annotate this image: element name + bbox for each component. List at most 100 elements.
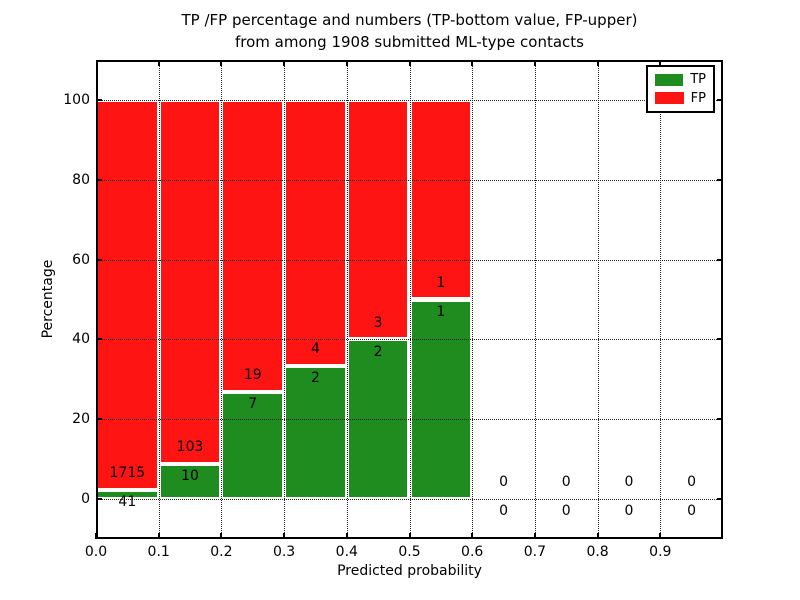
- bar-segment-fp: [409, 99, 473, 300]
- y-tick-label: 0: [81, 491, 90, 508]
- y-tick: [96, 498, 102, 501]
- x-tick: [659, 533, 662, 539]
- y-tick: [96, 258, 102, 261]
- gridline-h: [96, 179, 723, 181]
- x-tick-label: 0.5: [398, 544, 421, 560]
- y-tick-label: 40: [72, 331, 90, 348]
- y-tick-right: [717, 258, 723, 261]
- bar-count-label-tp: 0: [499, 503, 508, 520]
- bar-count-label-fp: 0: [499, 474, 508, 491]
- gridline-h: [96, 419, 723, 421]
- bar-count-label-tp: 7: [248, 395, 258, 412]
- x-tick: [596, 533, 599, 539]
- bar-count-label-tp: 2: [310, 370, 320, 387]
- bar-count-label-fp: 103: [176, 438, 204, 455]
- x-tick-label: 0.9: [649, 544, 672, 560]
- gridline-v: [660, 60, 662, 539]
- y-tick-right: [717, 98, 723, 101]
- chart-title-line2: from among 1908 submitted ML-type contac…: [235, 33, 584, 51]
- y-axis-label: Percentage: [40, 259, 56, 339]
- gridline-v: [597, 60, 599, 539]
- y-tick: [96, 178, 102, 181]
- x-tick-top: [471, 60, 474, 66]
- chart-title: TP /FP percentage and numbers (TP-bottom…: [96, 9, 723, 53]
- bar-segment-tp: [158, 463, 222, 500]
- y-tick-label: 100: [63, 91, 90, 108]
- plot-area: 1715 41 103 10 19 7 4 2 3 2 1 1 0 0 0 0 0 0 0 0: [95, 60, 723, 539]
- x-tick-top: [283, 60, 286, 66]
- legend-item-tp: TP: [655, 72, 706, 87]
- x-tick-top: [408, 60, 411, 66]
- x-tick-top: [596, 60, 599, 66]
- bar-segment-tp: [409, 299, 473, 500]
- y-tick-label: 60: [72, 251, 90, 268]
- y-tick-right: [717, 498, 723, 501]
- gridline-v: [221, 60, 223, 539]
- x-tick-label: 0.2: [210, 544, 233, 560]
- bar-segment-fp: [158, 99, 222, 464]
- y-tick: [96, 418, 102, 421]
- legend: TP FP: [646, 65, 715, 113]
- gridline-v: [409, 60, 411, 539]
- x-tick: [471, 533, 474, 539]
- bar-segment-tp: [284, 366, 347, 500]
- legend-label-fp: FP: [690, 90, 706, 106]
- legend-label-tp: TP: [690, 72, 706, 88]
- bar-count-label-fp: 1715: [109, 464, 146, 481]
- x-tick-label: 0.0: [84, 544, 108, 560]
- gridline-h: [96, 339, 723, 341]
- bar-segment-fp: [221, 99, 285, 392]
- bar-segment-fp: [284, 99, 347, 367]
- bar-count-label-tp: 0: [687, 503, 697, 520]
- bar-count-label-fp: 19: [243, 366, 262, 383]
- x-tick-label: 0.3: [272, 544, 296, 560]
- y-tick: [96, 338, 102, 341]
- x-tick-top: [157, 60, 160, 66]
- y-tick-right: [717, 418, 723, 421]
- bar-count-label-fp: 3: [373, 314, 383, 331]
- x-tick-label: 0.1: [147, 544, 170, 560]
- gridline-v: [346, 60, 348, 539]
- fp-swatch-icon: [655, 92, 684, 105]
- gridline-v: [534, 60, 536, 539]
- gridline-h: [96, 499, 723, 501]
- x-tick-label: 0.8: [586, 544, 609, 560]
- y-tick-label: 80: [72, 171, 90, 188]
- x-tick-top: [220, 60, 223, 66]
- tp-swatch-icon: [655, 73, 684, 86]
- bar-count-label-fp: 0: [624, 474, 634, 491]
- bar-count-label-fp: 0: [561, 474, 571, 491]
- x-tick-label: 0.7: [523, 544, 547, 560]
- gridline-v: [472, 60, 474, 539]
- gridline-h: [96, 99, 723, 101]
- x-tick-label: 0.4: [335, 544, 358, 560]
- bar-count-label-fp: 4: [310, 341, 320, 358]
- bar-count-label-tp: 1: [436, 303, 446, 320]
- x-tick: [345, 533, 348, 539]
- x-tick: [220, 533, 223, 539]
- bar-segment-fp: [96, 99, 159, 490]
- y-tick: [96, 98, 102, 101]
- bar-count-label-fp: 1: [436, 274, 446, 291]
- bar-count-label-tp: 41: [118, 493, 137, 510]
- bar-count-label-tp: 2: [373, 343, 383, 360]
- gridline-v: [158, 60, 160, 539]
- legend-item-fp: FP: [655, 91, 706, 106]
- x-tick: [408, 533, 411, 539]
- x-axis-label: Predicted probability: [337, 563, 482, 579]
- bar-count-label-tp: 0: [561, 503, 571, 520]
- chart-title-line1: TP /FP percentage and numbers (TP-bottom…: [181, 11, 638, 29]
- bar-count-label-fp: 0: [687, 474, 697, 491]
- gridline-v: [284, 60, 286, 539]
- bar-count-label-tp: 10: [181, 467, 199, 484]
- x-tick-top: [659, 60, 662, 66]
- y-tick-right: [717, 338, 723, 341]
- x-tick-top: [533, 60, 536, 66]
- x-tick: [95, 533, 97, 539]
- bar-segment-tp: [221, 391, 285, 500]
- bar-count-label-tp: 0: [624, 503, 634, 520]
- bar-segment-fp: [346, 99, 410, 340]
- x-tick: [283, 533, 286, 539]
- x-tick-label: 0.6: [461, 544, 484, 560]
